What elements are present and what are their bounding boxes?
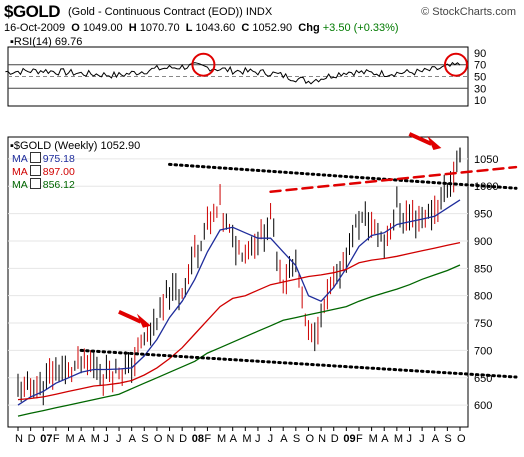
x-tick-label: M: [369, 433, 378, 445]
arrow-head-icon: [136, 313, 151, 328]
x-tick-label: A: [381, 433, 389, 445]
rsi-tick-label: 70: [474, 60, 486, 72]
x-tick-label: J: [406, 433, 412, 445]
high-value: 1070.70: [139, 22, 180, 34]
x-tick-label: M: [66, 433, 75, 445]
exchange-label: INDX: [245, 6, 273, 18]
ma-legend-item-blue: MA 975.18: [12, 152, 75, 165]
rsi-line: [5, 61, 461, 85]
change-value: +3.50 (+0.33%): [322, 22, 399, 34]
trendline: [269, 165, 518, 193]
x-tick-label: O: [305, 433, 314, 445]
rsi-tick-label: 90: [474, 48, 486, 60]
rsi-swatch-icon: ▪: [10, 36, 14, 48]
x-tick-label: J: [116, 433, 122, 445]
price-tick-label: 1000: [474, 181, 498, 193]
chart-ticker: $GOLD: [4, 2, 61, 21]
price-tick-label: 750: [474, 318, 492, 330]
price-tick-label: 600: [474, 400, 492, 412]
price-tick-label: 850: [474, 263, 492, 275]
x-tick-label: O: [457, 433, 466, 445]
x-tick-label: S: [141, 433, 148, 445]
price-frame: [7, 136, 469, 428]
price-tick-label: 950: [474, 209, 492, 221]
x-tick-label: D: [331, 433, 339, 445]
rsi-label: ▪RSI(14) 69.76: [10, 36, 83, 48]
trendline: [168, 162, 518, 190]
price-swatch-icon: ▪: [10, 140, 14, 152]
moving-average-line: [17, 199, 461, 406]
instrument-name: (Gold - Continuous Contract (EOD)): [68, 6, 243, 18]
arrow-head-icon: [427, 135, 442, 150]
x-tick-label: J: [419, 433, 425, 445]
x-tick-label: F: [204, 433, 211, 445]
open-value: 1049.00: [82, 22, 123, 34]
ohlc-row: 16-Oct-2009 O 1049.00 H 1070.70 L 1043.6…: [4, 22, 399, 34]
price-panel-label: ▪$GOLD (Weekly) 1052.90: [10, 140, 141, 152]
x-tick-label: J: [268, 433, 274, 445]
low-value: 1043.60: [195, 22, 236, 34]
x-tick-label: 08: [192, 433, 204, 445]
highlight-circle-icon: [444, 52, 468, 77]
rsi-tick-label: 30: [474, 83, 486, 95]
x-tick-label: M: [394, 433, 403, 445]
price-tick-label: 900: [474, 236, 492, 248]
ma-legend-item-green: MA 856.12: [12, 178, 75, 191]
x-tick-label: S: [444, 433, 451, 445]
ma-legend-box: [29, 165, 41, 176]
x-tick-label: A: [280, 433, 288, 445]
price-tick-label: 1050: [474, 154, 498, 166]
x-tick-label: J: [103, 433, 109, 445]
x-tick-label: M: [242, 433, 251, 445]
ma-legend-box: [29, 152, 41, 163]
x-tick-label: N: [318, 433, 326, 445]
x-tick-label: S: [293, 433, 300, 445]
price-tick-label: 800: [474, 291, 492, 303]
arrow-shaft: [408, 132, 433, 146]
x-tick-label: D: [179, 433, 187, 445]
rsi-tick-label: 50: [474, 72, 486, 84]
date-label: 16-Oct-2009: [4, 22, 66, 34]
moving-average-line: [17, 264, 461, 417]
trendline: [79, 348, 518, 379]
highlight-circle-icon: [191, 52, 216, 77]
ma-legend: MA 975.18 MA 897.00 MA 856.12: [12, 152, 75, 191]
x-tick-label: A: [432, 433, 440, 445]
price-tick-label: 700: [474, 345, 492, 357]
x-tick-label: A: [230, 433, 238, 445]
source-label: © StockCharts.com: [421, 6, 516, 18]
x-tick-label: D: [28, 433, 36, 445]
x-tick-label: 07: [40, 433, 52, 445]
x-tick-label: A: [78, 433, 86, 445]
x-tick-label: A: [129, 433, 137, 445]
ma-legend-item-red: MA 897.00: [12, 165, 75, 178]
rsi-frame: [7, 46, 469, 107]
x-tick-label: F: [356, 433, 363, 445]
x-tick-label: 09: [343, 433, 355, 445]
x-tick-label: F: [53, 433, 60, 445]
chart-instrument-name: (Gold - Continuous Contract (EOD)) INDX: [68, 6, 272, 18]
x-tick-label: M: [217, 433, 226, 445]
annotations: [79, 52, 518, 379]
close-value: 1052.90: [252, 22, 293, 34]
moving-average-line: [17, 241, 461, 401]
ma-legend-box: [29, 178, 41, 189]
arrow-shaft: [118, 309, 142, 324]
x-tick-label: N: [167, 433, 175, 445]
x-tick-label: N: [15, 433, 23, 445]
x-axis: N D 07 F M A M J J A S O N D 08 F M A M J J A S O N D 09 F M A M J J A S O: [15, 427, 466, 445]
x-tick-label: M: [91, 433, 100, 445]
rsi-tick-label: 10: [474, 95, 486, 107]
x-tick-label: J: [255, 433, 261, 445]
x-tick-label: O: [154, 433, 163, 445]
